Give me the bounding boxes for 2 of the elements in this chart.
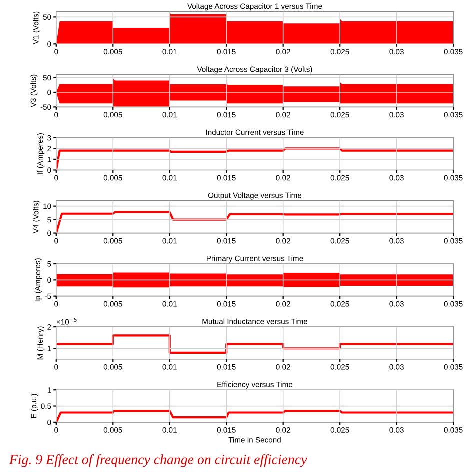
line-series [56, 334, 454, 354]
caption: Fig. 9 Effect of frequency change on circuit efficiency [9, 454, 308, 468]
